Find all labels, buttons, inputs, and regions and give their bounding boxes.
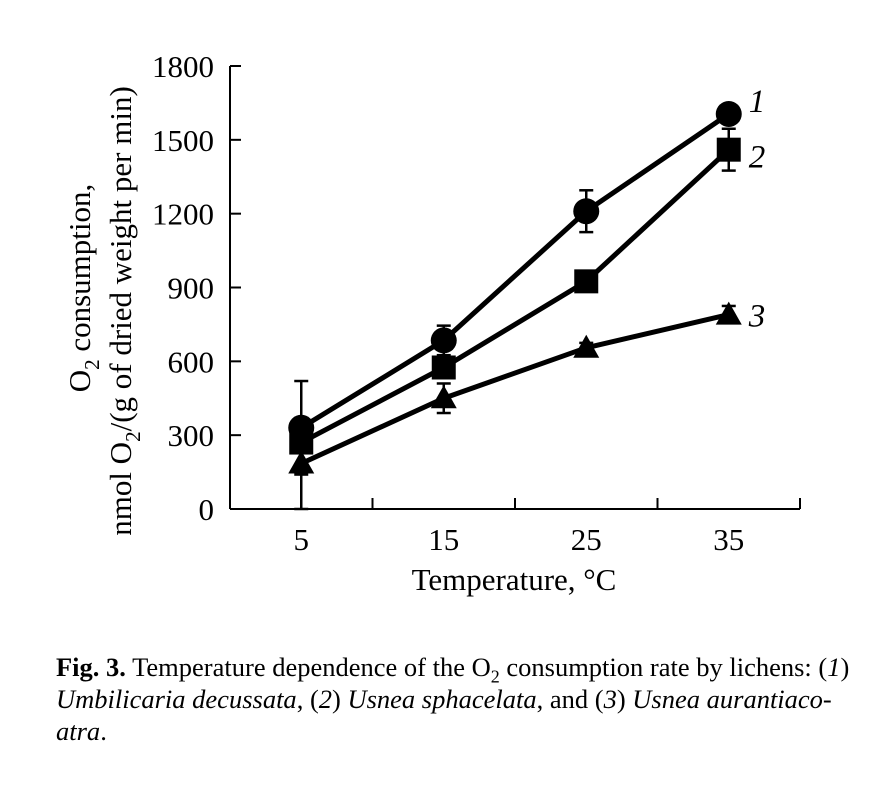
y-axis-title-line1-pre: O [62,370,97,392]
series-1-line [299,111,731,430]
caption-species-3: Usnea aurantiaco-atra [56,684,832,746]
data-point-square [574,269,599,294]
series-label-3: 3 [748,299,766,335]
y-axis-title-line1-sub: 2 [80,359,104,370]
series-2: 2 [289,127,766,455]
series-3: 3 [288,299,766,511]
series-label-1: 1 [749,84,766,120]
axes: 0 300 600 900 1200 1500 1800 5 15 25 35 [152,49,801,557]
y-axis-title-line2-sub: 2 [121,431,145,442]
data-point-triangle [715,301,742,325]
data-point-circle [430,327,457,354]
y-axis-title: O2 consumption, nmol O2/(g of dried weig… [62,86,145,536]
caption-number-2: 2 [318,684,333,714]
caption-text-7: ) [616,684,633,714]
caption-text-2: consumption rate by lichens: ( [499,652,828,682]
caption-text-4: , ( [296,684,319,714]
caption-species-1: Umbilicaria decussata [56,684,297,714]
caption-text-3: ) [840,652,850,682]
caption-number-3: 3 [603,684,617,714]
series-1: 1 [288,84,766,476]
y-tick-label: 600 [168,344,215,379]
svg-text:O2 consumption,: O2 consumption, [62,184,104,393]
caption-number-1: 1 [827,652,841,682]
caption-species-2: Usnea sphacelata [347,684,537,714]
y-axis-title-line1-post: consumption, [62,184,97,360]
series-3-line [300,312,730,466]
caption-subscript: 2 [490,666,500,687]
data-point-square [431,355,456,380]
figure-caption: Fig. 3. Temperature dependence of the O2… [56,651,856,747]
series-label-2: 2 [749,140,766,176]
y-tick-label: 1500 [152,123,214,158]
x-axis-title: Temperature, °C [412,562,617,597]
series-2-line [300,147,731,445]
y-tick-label: 300 [168,418,215,453]
caption-text-6: , and ( [536,684,604,714]
caption-text-8: . [100,716,107,746]
svg-text:nmol O2/(g of dried weight per: nmol O2/(g of dried weight per min) [103,86,145,536]
data-point-triangle [430,385,457,409]
y-tick-label: 1200 [152,197,214,232]
x-tick-label: 5 [294,522,310,557]
y-axis-title-line2-post: /(g of dried weight per min) [103,86,138,431]
x-tick-label: 25 [571,522,602,557]
y-tick-label: 1800 [152,49,214,84]
y-tick-label: 0 [199,492,215,527]
data-point-circle [715,100,742,127]
caption-text-1: Temperature dependence of the O [125,652,491,682]
chart: O2 consumption, nmol O2/(g of dried weig… [62,49,801,597]
data-point-square [716,137,741,162]
data-point-triangle [573,334,600,358]
y-tick-label: 900 [168,271,215,306]
x-tick-label: 35 [713,522,744,557]
caption-text-5: ) [332,684,348,714]
series-layer: 1 2 3 [288,84,766,511]
caption-figure-label: Fig. 3. [56,652,126,682]
data-point-triangle [288,450,315,474]
data-point-circle [573,198,600,225]
y-axis-title-line2-pre: nmol O [103,442,138,536]
x-tick-label: 15 [428,522,459,557]
